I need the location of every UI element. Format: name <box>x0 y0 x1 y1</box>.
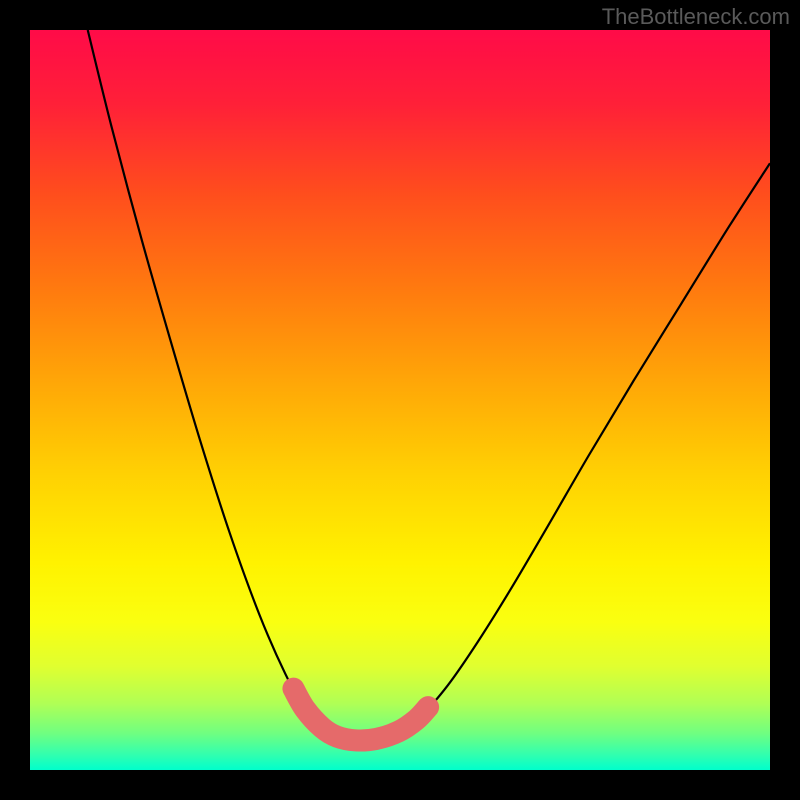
plot-background <box>30 30 770 770</box>
chart-frame: TheBottleneck.com <box>0 0 800 800</box>
watermark-text: TheBottleneck.com <box>602 4 790 30</box>
bottleneck-chart <box>0 0 800 800</box>
